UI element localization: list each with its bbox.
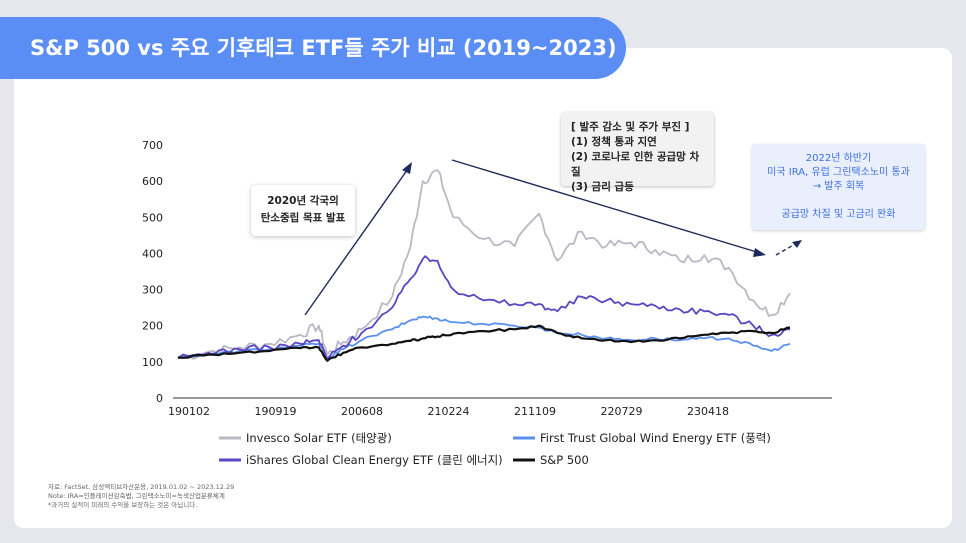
decline-note: [ 발주 감소 및 주가 부진 ] (1) 정책 통과 지연 (2) 코로나로 … [561, 112, 714, 193]
recovery-line-4 [752, 194, 925, 208]
decline-item-3: (3) 금리 급등 [571, 181, 634, 193]
y-tick-label: 300 [142, 284, 163, 297]
series-line-0 [177, 169, 791, 360]
page-title: S&P 500 vs 주요 기후테크 ETF들 주가 비교 (2019~2023… [0, 17, 626, 79]
y-tick-label: 600 [142, 175, 163, 188]
series-line-1 [177, 315, 791, 360]
x-tick-label: 190919 [255, 405, 297, 418]
chart-card [14, 48, 952, 528]
y-tick-label: 500 [142, 211, 163, 224]
recovery-arrow [775, 242, 798, 256]
decline-title: [ 발주 감소 및 주가 부진 ] [571, 121, 690, 133]
recovery-line-2: 미국 IRA, 유럽 그린택소노미 통과 [767, 167, 910, 178]
x-tick-label: 200608 [341, 405, 383, 418]
rise-arrow [304, 165, 411, 316]
x-tick-label: 190102 [168, 405, 210, 418]
recovery-line-3: → 발주 회복 [812, 181, 865, 192]
x-tick-label: 230418 [687, 405, 729, 418]
y-tick-label: 100 [142, 356, 163, 369]
x-tick-label: 220729 [601, 405, 643, 418]
recovery-arrowhead [792, 240, 802, 248]
rise-arrowhead [402, 162, 412, 174]
carbon-neutral-callout: 2020년 각국의 탄소중립 목표 발표 [251, 185, 355, 236]
legend-label: S&P 500 [540, 453, 589, 467]
legend-label: Invesco Solar ETF (태양광) [246, 431, 392, 445]
y-axis: 0 100 200 300 400 500 600 700 [142, 139, 163, 405]
decline-arrowhead [753, 248, 766, 257]
legend: Invesco Solar ETF (태양광) First Trust Globa… [219, 431, 771, 467]
y-tick-label: 0 [156, 392, 163, 405]
callout-line-1: 2020년 각국의 [267, 195, 339, 207]
y-tick-label: 400 [142, 247, 163, 260]
legend-label: iShares Global Clean Energy ETF (클린 에너지) [246, 453, 503, 467]
legend-label: First Trust Global Wind Energy ETF (풍력) [540, 431, 771, 445]
trend-arrows [304, 159, 802, 316]
y-tick-label: 200 [142, 320, 163, 333]
decline-item-1: (1) 정책 통과 지연 [571, 136, 657, 148]
decline-arrow [451, 159, 761, 254]
x-tick-label: 211109 [514, 405, 556, 418]
series-group [177, 169, 791, 362]
y-tick-label: 700 [142, 139, 163, 152]
decline-item-2: (2) 코로나로 인한 공급망 차질 [571, 151, 700, 178]
series-line-3 [177, 324, 791, 362]
footnote-note: Note: IRA=인플레이션감축법, 그린택소노미=녹색산업분류체계 [48, 492, 225, 500]
series-line-2 [177, 255, 790, 360]
recovery-note: 2022년 하반기 미국 IRA, 유럽 그린택소노미 통과 → 발주 회복 공… [752, 144, 925, 230]
callout-line-2: 탄소중립 목표 발표 [260, 212, 346, 224]
x-axis: 190102 190919 200608 210224 211109 220729 2304… [168, 405, 729, 418]
recovery-line-1: 2022년 하반기 [805, 153, 872, 164]
recovery-line-5: 공급망 차질 및 고금리 완화 [781, 209, 896, 220]
x-tick-label: 210224 [428, 405, 470, 418]
footnote-source: 자료: FactSet, 삼성액티브자산운용, 2019.01.02 ~ 202… [48, 483, 235, 491]
footnotes: 자료: FactSet, 삼성액티브자산운용, 2019.01.02 ~ 202… [48, 483, 234, 510]
footnote-disclaimer: *과거의 실적이 미래의 수익을 보장하는 것은 아닙니다. [48, 501, 198, 509]
